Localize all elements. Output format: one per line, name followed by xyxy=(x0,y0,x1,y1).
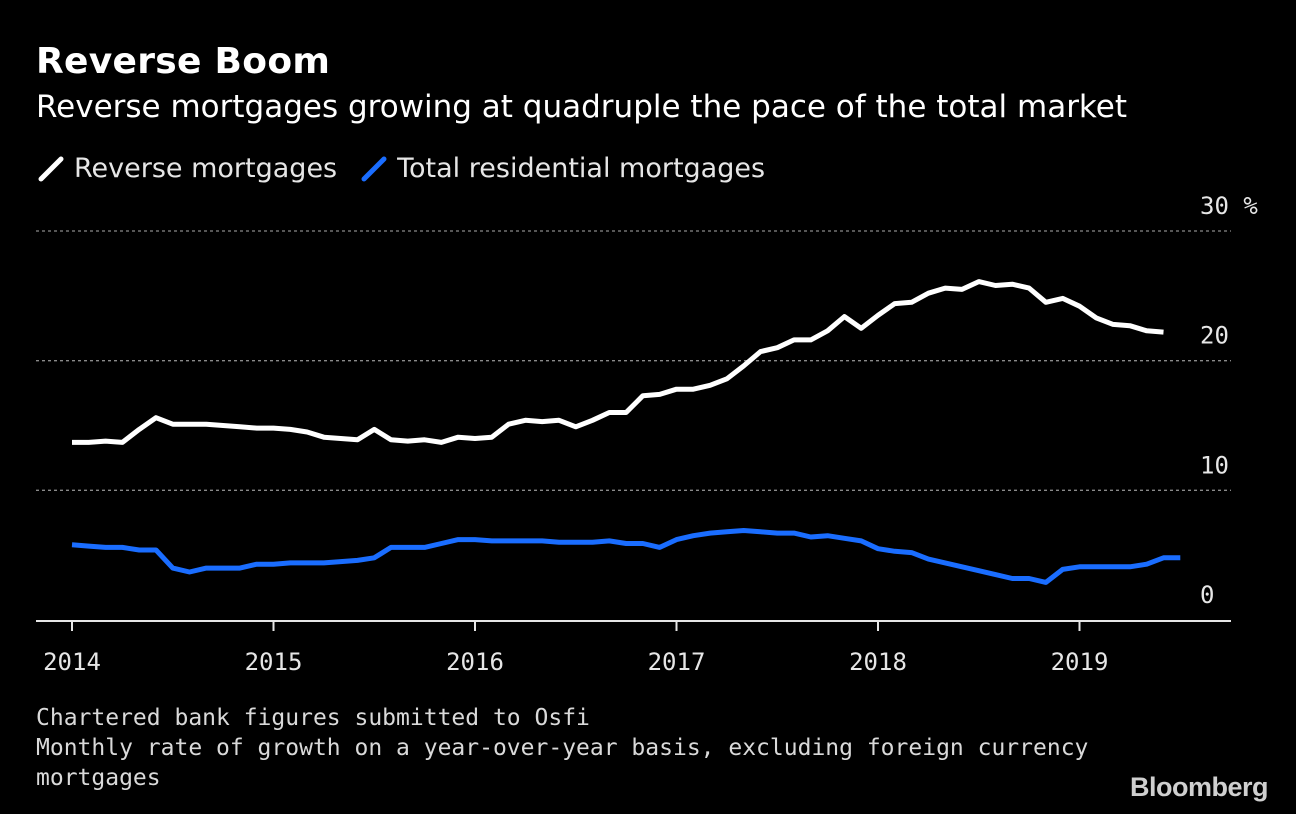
legend-item-total: Total residential mortgages xyxy=(359,153,765,184)
x-tick-label: 2015 xyxy=(245,648,303,676)
gridlines xyxy=(36,230,1231,491)
note-line-methodology: Monthly rate of growth on a year-over-ye… xyxy=(36,735,1089,761)
series-lines xyxy=(71,279,1181,585)
legend-item-reverse: Reverse mortgages xyxy=(36,153,337,184)
series-line-total-residential-mortgages xyxy=(71,528,1181,585)
line-chart: 0 10 20 30 % 2014 2015 2016 2017 2018 2019 xyxy=(36,192,1258,676)
y-tick-label: 20 xyxy=(1200,322,1229,350)
note-line-source: Chartered bank figures submitted to Osfi xyxy=(36,705,590,731)
legend-swatch-total-icon xyxy=(361,156,387,182)
note-line-methodology-cont: mortgages xyxy=(36,765,161,791)
chart-notes: Chartered bank figures submitted to Osfi… xyxy=(36,703,1089,793)
x-tick-label: 2019 xyxy=(1051,648,1109,676)
chart-title: Reverse Boom xyxy=(36,41,331,82)
legend-label-total: Total residential mortgages xyxy=(397,152,766,184)
x-tick-label: 2016 xyxy=(446,648,504,676)
y-tick-label: 10 xyxy=(1200,451,1229,479)
legend-label-reverse: Reverse mortgages xyxy=(74,152,338,184)
y-axis-tick-labels: 0 10 20 30 % xyxy=(1200,192,1258,609)
x-tick-label: 2018 xyxy=(849,648,907,676)
y-tick-label: 0 xyxy=(1200,581,1214,609)
chart-subtitle: Reverse mortgages growing at quadruple t… xyxy=(36,89,1128,125)
x-tick-label: 2014 xyxy=(43,648,101,676)
chart-legend: Reverse mortgages Total residential mort… xyxy=(36,150,787,186)
bloomberg-logo: Bloomberg xyxy=(1129,772,1269,802)
series-line-reverse-mortgages xyxy=(72,279,1164,445)
legend-swatch-reverse-icon xyxy=(38,156,64,182)
x-axis: 2014 2015 2016 2017 2018 2019 xyxy=(36,620,1231,676)
y-tick-label: 30 % xyxy=(1200,192,1258,220)
x-tick-label: 2017 xyxy=(648,648,706,676)
